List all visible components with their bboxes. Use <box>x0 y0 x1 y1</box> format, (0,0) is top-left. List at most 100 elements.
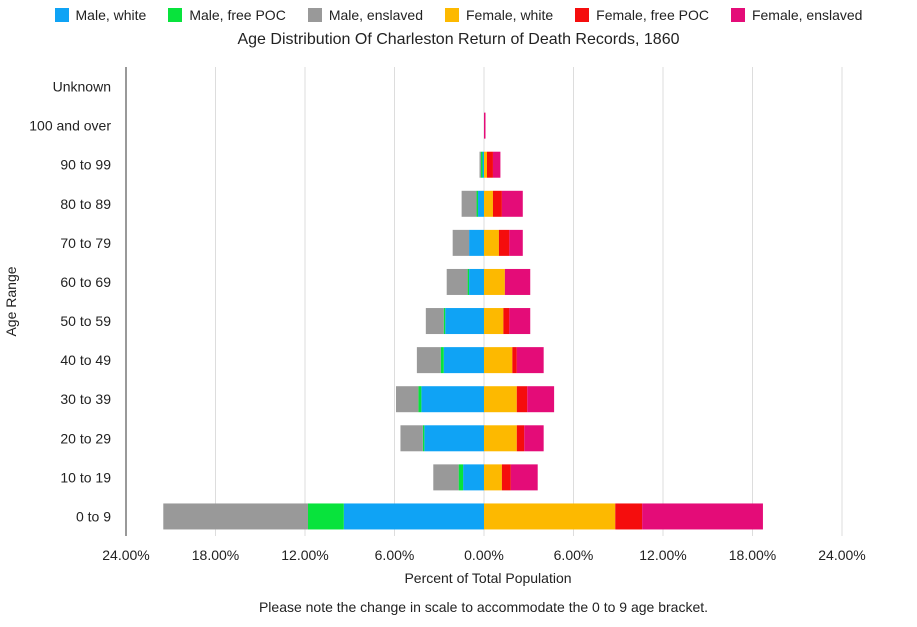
x-tick-label: 12.00% <box>281 547 328 563</box>
bar-segment <box>463 464 484 491</box>
bar-segment <box>527 386 555 413</box>
legend-label: Male, white <box>75 7 147 23</box>
legend-swatch <box>54 8 69 22</box>
legend-item: Male, white <box>54 7 147 23</box>
bar-segment <box>484 151 487 178</box>
bar-segment <box>484 112 486 139</box>
legend-label: Female, free POC <box>596 7 709 23</box>
bar-segment <box>484 190 493 217</box>
bar-segment <box>510 464 538 491</box>
bar-segment <box>479 151 482 178</box>
bar-segment <box>418 386 422 413</box>
bar-segment <box>504 268 531 295</box>
bar-segment <box>516 347 544 374</box>
bar-segment <box>476 190 479 217</box>
x-tick-label: 6.00% <box>375 547 415 563</box>
x-tick-label: 18.00% <box>192 547 239 563</box>
x-tick-label: 18.00% <box>729 547 776 563</box>
bar-segment <box>478 190 484 217</box>
bar-segment <box>516 425 525 452</box>
y-tick-label: 100 and over <box>29 118 111 134</box>
bar-segment <box>421 386 484 413</box>
y-tick-label: 90 to 99 <box>60 157 111 173</box>
y-tick-label: 40 to 49 <box>60 352 111 368</box>
bar-segment <box>416 347 441 374</box>
bar-segment <box>484 386 517 413</box>
bar-segment <box>443 347 484 374</box>
bar-segment <box>458 464 464 491</box>
bar-segment <box>422 425 425 452</box>
bar-segment <box>484 464 502 491</box>
bar-segment <box>461 190 477 217</box>
bar-segment <box>492 190 502 217</box>
x-tick-label: 6.00% <box>554 547 594 563</box>
bar-segment <box>440 347 444 374</box>
y-tick-label: 20 to 29 <box>60 430 111 446</box>
bar-segment <box>467 268 470 295</box>
bar-segment <box>509 308 531 335</box>
y-tick-label: 30 to 39 <box>60 391 111 407</box>
legend-item: Male, free POC <box>168 7 286 23</box>
bar-segment <box>433 464 459 491</box>
bar-segment <box>484 503 616 530</box>
legend-label: Female, enslaved <box>751 7 863 23</box>
bar-segment <box>395 386 419 413</box>
legend-item: Female, enslaved <box>730 7 863 23</box>
bar-segment <box>501 464 511 491</box>
y-tick-label: 80 to 89 <box>60 196 111 212</box>
bar-segment <box>163 503 308 530</box>
bar-segment <box>425 308 444 335</box>
bar-segment <box>307 503 344 530</box>
x-tick-label: 0.00% <box>464 547 504 563</box>
bar-segment <box>481 151 483 178</box>
bar-segment <box>452 229 470 256</box>
x-axis-title: Percent of Total Population <box>404 570 571 586</box>
bar-segment <box>484 229 499 256</box>
legend-item: Female, free POC <box>575 7 709 23</box>
bar-segment <box>516 386 528 413</box>
legend-item: Male, enslaved <box>307 7 423 23</box>
legend-swatch <box>730 8 745 22</box>
x-tick-label: 24.00% <box>102 547 149 563</box>
bar-segment <box>445 308 484 335</box>
bar-segment <box>524 425 544 452</box>
y-tick-label: 60 to 69 <box>60 274 111 290</box>
bar-segment <box>498 229 510 256</box>
bar-segment <box>484 425 517 452</box>
y-tick-label: 50 to 59 <box>60 313 111 329</box>
bar-segment <box>482 151 484 178</box>
chart-title: Age Distribution Of Charleston Return of… <box>237 31 680 48</box>
legend-label: Female, white <box>465 7 554 23</box>
bar-segment <box>469 229 484 256</box>
bar-segment <box>501 190 523 217</box>
legend-item: Female, white <box>444 7 554 23</box>
bar-segment <box>469 268 484 295</box>
legend-label: Male, free POC <box>189 7 286 23</box>
legend-swatch <box>168 8 183 22</box>
bar-segment <box>492 151 501 178</box>
y-tick-label: 70 to 79 <box>60 235 111 251</box>
y-tick-label: 10 to 19 <box>60 469 111 485</box>
legend-swatch <box>575 8 590 22</box>
y-tick-label: Unknown <box>53 79 111 95</box>
bar-segment <box>484 347 513 374</box>
bar-segment <box>484 308 504 335</box>
bar-segment <box>486 151 493 178</box>
bar-segment <box>443 308 446 335</box>
chart-note: Please note the change in scale to accom… <box>258 599 709 615</box>
bar-segment <box>400 425 423 452</box>
bar-segment <box>446 268 468 295</box>
x-tick-label: 24.00% <box>818 547 865 563</box>
y-axis-title: Age Range <box>3 266 19 336</box>
legend: Male, white Male, free POC Male, enslaved F… <box>0 7 917 23</box>
legend-label: Male, enslaved <box>328 7 423 23</box>
bar-segment <box>343 503 484 530</box>
bar-segment <box>509 229 523 256</box>
bar-segment <box>642 503 763 530</box>
bar-segment <box>615 503 643 530</box>
bar-segment <box>503 308 510 335</box>
legend-swatch <box>444 8 459 22</box>
legend-swatch <box>307 8 322 22</box>
y-tick-label: 0 to 9 <box>76 508 111 524</box>
